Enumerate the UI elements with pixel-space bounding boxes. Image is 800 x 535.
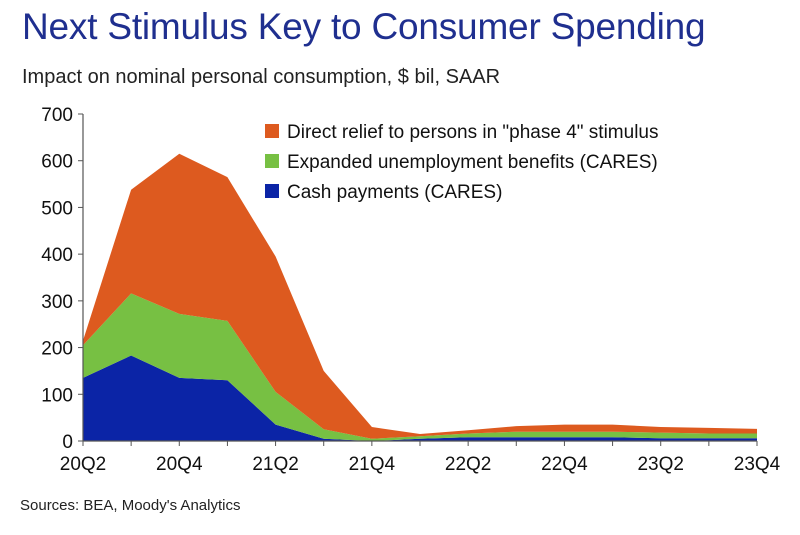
y-tick-label: 0 [62, 432, 73, 453]
legend-swatch [265, 124, 279, 138]
legend-label: Cash payments (CARES) [287, 182, 502, 203]
legend-label: Direct relief to persons in "phase 4" st… [287, 122, 658, 143]
x-tick-label: 23Q2 [637, 454, 683, 475]
area-series-1 [83, 293, 757, 441]
y-tick-label: 600 [41, 152, 73, 173]
x-tick-label: 23Q4 [734, 454, 781, 475]
area-series-0 [83, 355, 757, 441]
x-tick-label: 22Q2 [445, 454, 491, 475]
chart-subtitle: Impact on nominal personal consumption, … [22, 66, 501, 88]
y-tick-label: 700 [41, 105, 73, 126]
legend-swatch [265, 184, 279, 198]
y-tick-label: 200 [41, 339, 73, 360]
x-tick-label: 21Q2 [252, 454, 298, 475]
x-tick-label: 20Q2 [60, 454, 106, 475]
area-layer [83, 153, 757, 441]
y-tick-label: 300 [41, 292, 73, 313]
legend-swatch [265, 154, 279, 168]
legend-label: Expanded unemployment benefits (CARES) [287, 152, 658, 173]
x-tick-label: 20Q4 [156, 454, 203, 475]
area-series-2 [83, 153, 757, 439]
x-tick-label: 21Q4 [349, 454, 396, 475]
x-tick-label: 22Q4 [541, 454, 588, 475]
legend: Direct relief to persons in "phase 4" st… [265, 122, 658, 203]
y-tick-label: 500 [41, 198, 73, 219]
y-tick-label: 100 [41, 385, 73, 406]
y-tick-label: 400 [41, 245, 73, 266]
chart-title: Next Stimulus Key to Consumer Spending [22, 6, 706, 47]
source-note: Sources: BEA, Moody's Analytics [20, 497, 241, 514]
axes-layer: 0 100 200 300 400 500 600 700 20Q2 20Q4 21Q2 21Q4 22… [41, 105, 780, 475]
